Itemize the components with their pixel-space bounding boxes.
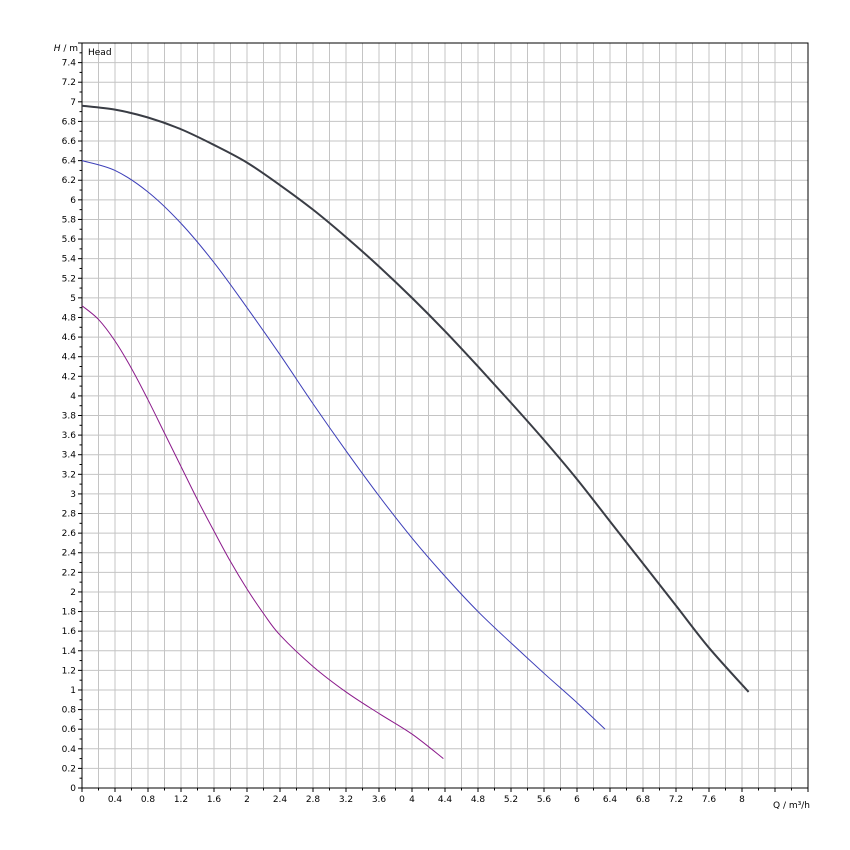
- y-tick-label: 3.2: [62, 470, 76, 480]
- x-tick-label: 0.8: [141, 795, 156, 805]
- x-tick-label: 8: [739, 795, 745, 805]
- y-tick-label: 1: [70, 686, 76, 696]
- y-tick-label: 3.6: [62, 431, 77, 441]
- y-tick-label: 0: [70, 784, 76, 794]
- x-tick-label: 1.6: [207, 795, 222, 805]
- x-tick-label: 6.8: [636, 795, 651, 805]
- grid-lines: [82, 43, 808, 788]
- legend-label-head: Head: [88, 48, 112, 58]
- y-tick-label: 6.6: [62, 137, 77, 147]
- y-tick-label: 3.4: [62, 451, 77, 461]
- y-tick-label: 4: [70, 392, 76, 402]
- y-tick-label: 2: [70, 588, 76, 598]
- y-tick-label: 2.8: [62, 510, 77, 520]
- x-tick-label: 4.8: [471, 795, 486, 805]
- y-tick-label: 4.8: [62, 313, 77, 323]
- y-tick-label: 5.4: [62, 255, 77, 265]
- y-tick-label: 5.8: [62, 215, 77, 225]
- y-tick-label: 1.6: [62, 627, 77, 637]
- y-tick-label: 5.6: [62, 235, 77, 245]
- x-tick-label: 6.4: [603, 795, 618, 805]
- y-tick-label: 0.4: [62, 745, 77, 755]
- y-tick-label: 3.8: [62, 412, 77, 422]
- y-tick-label: 0.6: [62, 725, 77, 735]
- y-tick-label: 0.8: [62, 706, 77, 716]
- y-tick-label: 3: [70, 490, 76, 500]
- y-tick-label: 1.8: [62, 608, 77, 618]
- head-curve-3: [81, 305, 444, 759]
- head-curve-2: [81, 160, 606, 730]
- y-tick-label: 0.2: [62, 764, 76, 774]
- y-tick-label: 6.4: [62, 157, 77, 167]
- x-axis-title: Q / m³/h: [773, 801, 810, 811]
- y-tick-label: 6.8: [62, 117, 77, 127]
- x-tick-label: 3.2: [339, 795, 353, 805]
- y-tick-label: 2.4: [62, 549, 77, 559]
- x-tick-label: 5.6: [537, 795, 552, 805]
- y-axis-title: H / m: [54, 44, 78, 54]
- axis-ticks: 0 0.4 0.8 1.2 1.6 2 2.4 2.8 3.2 3.6 4 4.4 4.8 5.2 5.6 6…: [62, 42, 809, 805]
- x-tick-label: 0.4: [108, 795, 123, 805]
- y-tick-label: 1.4: [62, 647, 77, 657]
- x-tick-label: 5.2: [504, 795, 518, 805]
- y-tick-label: 6: [70, 196, 76, 206]
- x-tick-label: 4.4: [438, 795, 453, 805]
- y-tick-label: 7.2: [62, 78, 76, 88]
- x-tick-label: 7.2: [669, 795, 683, 805]
- y-tick-label: 2.2: [62, 568, 76, 578]
- y-tick-label: 4.4: [62, 353, 77, 363]
- y-tick-label: 7: [70, 98, 76, 108]
- series-lines: [81, 104, 750, 759]
- y-tick-label: 5.2: [62, 274, 76, 284]
- y-tick-label: 4.6: [62, 333, 77, 343]
- x-tick-label: 4: [409, 795, 415, 805]
- x-tick-label: 3.6: [372, 795, 387, 805]
- y-tick-label: 1.2: [62, 666, 76, 676]
- x-tick-label: 2.4: [273, 795, 288, 805]
- y-tick-label: 2.6: [62, 529, 77, 539]
- x-tick-label: 2.8: [306, 795, 321, 805]
- x-tick-label: 7.6: [702, 795, 717, 805]
- x-tick-label: 2: [244, 795, 250, 805]
- y-tick-label: 5: [70, 294, 76, 304]
- head-curve-1: [81, 104, 750, 693]
- x-tick-label: 0: [79, 795, 85, 805]
- y-tick-label: 7.4: [62, 59, 77, 69]
- x-tick-label: 6: [574, 795, 580, 805]
- x-tick-label: 1.2: [174, 795, 188, 805]
- y-tick-label: 4.2: [62, 372, 76, 382]
- y-tick-label: 6.2: [62, 176, 76, 186]
